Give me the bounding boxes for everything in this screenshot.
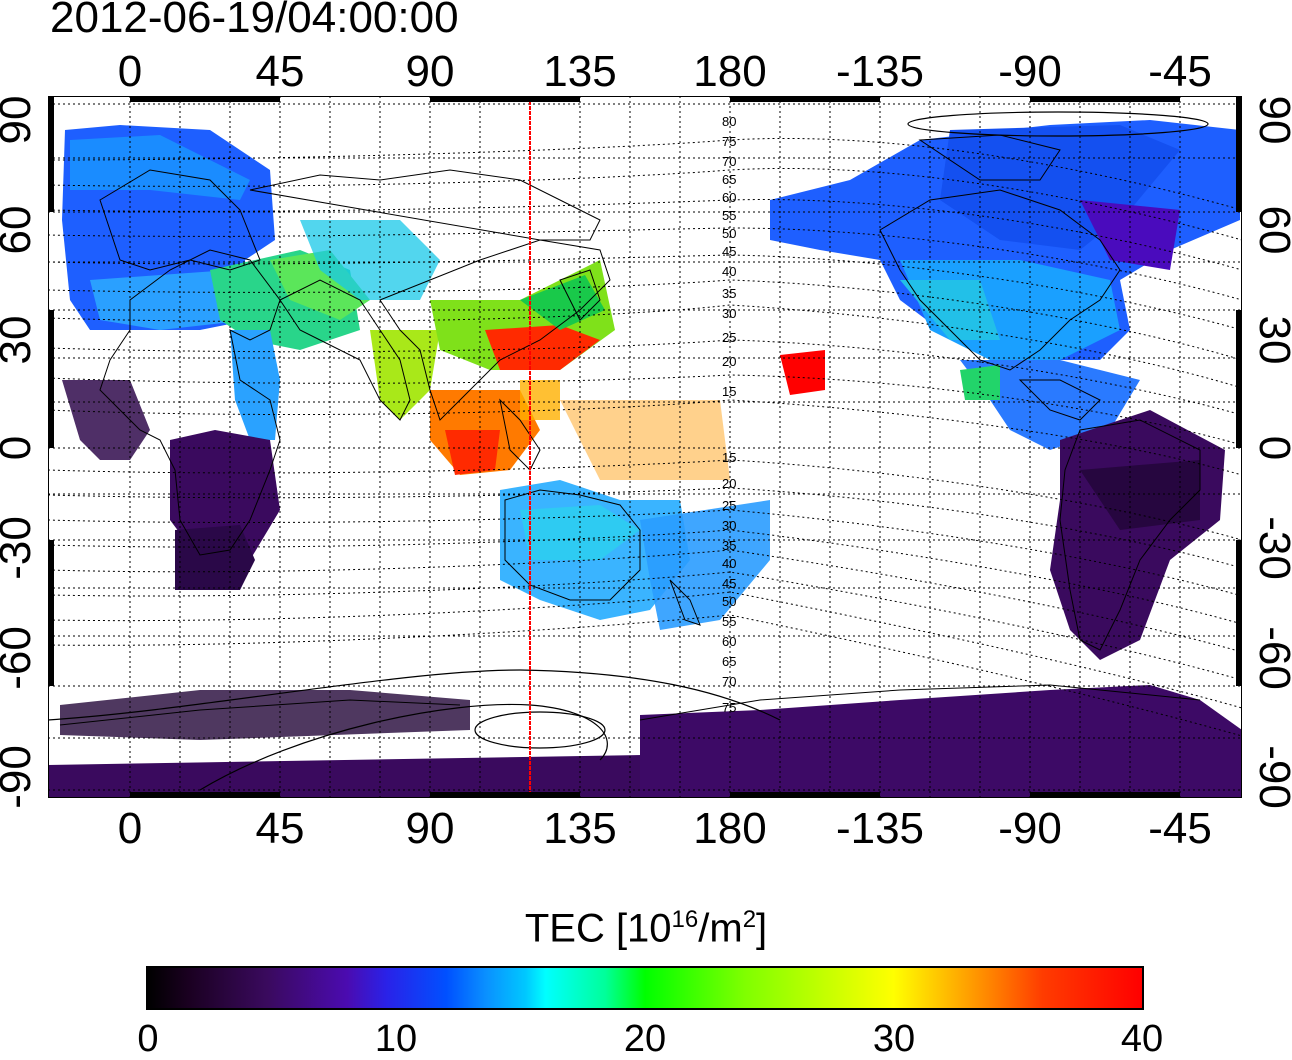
- top-tick-4: 180: [693, 47, 767, 96]
- contour-label: 55: [722, 208, 736, 223]
- contour-label: 60: [722, 190, 736, 205]
- contour-label: 30: [722, 306, 736, 321]
- graticule: [48, 96, 1242, 798]
- map-timestamp: 2012-06-19/04:00:00: [50, 0, 459, 42]
- contour-label: 40: [722, 264, 736, 279]
- frame-bars: [48, 96, 1242, 798]
- contour-label: 15: [722, 450, 736, 465]
- colorbar-label-30: 30: [872, 1018, 916, 1060]
- colorbar-label-40: 40: [1120, 1018, 1164, 1060]
- colorbar-label-0: 0: [137, 1018, 159, 1060]
- contour-label: 25: [722, 498, 736, 513]
- region-east-africa: [230, 330, 280, 440]
- right-tick-0: 90: [1250, 95, 1292, 145]
- contour-label: 45: [722, 244, 736, 259]
- left-tick-5: -60: [0, 626, 40, 690]
- right-tick-1: 60: [1250, 205, 1292, 255]
- region-south-africa: [170, 430, 280, 560]
- right-tick-6: -90: [1250, 745, 1292, 809]
- contour-label: 65: [722, 654, 736, 669]
- right-tick-4: -30: [1250, 516, 1292, 580]
- bottom-tick-1: 45: [255, 804, 305, 853]
- tec-data-regions: [48, 120, 1242, 798]
- colorbar-label-10: 10: [374, 1018, 418, 1060]
- bottom-tick-5: -135: [835, 804, 925, 853]
- contour-label: 80: [722, 114, 736, 129]
- contour-label: 50: [722, 594, 736, 609]
- bottom-tick-3: 135: [543, 804, 617, 853]
- contour-label: 70: [722, 154, 736, 169]
- contour-label: 30: [722, 518, 736, 533]
- top-tick-0: 0: [117, 47, 143, 96]
- tec-map: 80 75 70 65 60 55 50 45 40 35 30 25 20 15 15 20 25 30 35 40…: [48, 96, 1242, 798]
- left-tick-0: 90: [0, 95, 40, 145]
- contour-label: 60: [722, 634, 736, 649]
- colorbar-label-20: 20: [623, 1018, 667, 1060]
- contour-label: 50: [722, 226, 736, 241]
- contour-label: 65: [722, 172, 736, 187]
- left-tick-4: -30: [0, 516, 40, 580]
- solid-contours: [48, 111, 1209, 791]
- contour-label: 75: [722, 134, 736, 149]
- tec-colorbar: [146, 966, 1144, 1010]
- left-tick-2: 30: [0, 315, 40, 365]
- right-tick-3: 0: [1250, 418, 1292, 478]
- top-tick-1: 45: [255, 47, 305, 96]
- contour-label: 20: [722, 476, 736, 491]
- top-tick-7: -45: [1148, 47, 1212, 96]
- top-tick-6: -90: [998, 47, 1062, 96]
- bottom-tick-2: 90: [405, 804, 455, 853]
- contour-lines: [48, 137, 1242, 737]
- bottom-tick-6: -90: [998, 804, 1062, 853]
- contour-label: 20: [722, 354, 736, 369]
- top-tick-3: 135: [543, 47, 617, 96]
- contour-label: 15: [722, 384, 736, 399]
- contour-label: 75: [722, 700, 736, 715]
- right-tick-2: 30: [1250, 315, 1292, 365]
- contour-label: 45: [722, 576, 736, 591]
- contour-label: 25: [722, 330, 736, 345]
- contour-label: 55: [722, 614, 736, 629]
- top-tick-5: -135: [835, 47, 925, 96]
- contour-label: 35: [722, 538, 736, 553]
- contour-labels: 80 75 70 65 60 55 50 45 40 35 30 25 20 15 15 20 25 30 35 40…: [722, 114, 736, 715]
- left-tick-1: 60: [0, 205, 40, 255]
- region-hawaii: [780, 350, 825, 395]
- left-tick-3: 0: [0, 418, 40, 478]
- region-india: [370, 330, 440, 420]
- bottom-tick-7: -45: [1148, 804, 1212, 853]
- colorbar-title: TEC [1016/m2]: [524, 906, 768, 951]
- contour-label: 40: [722, 556, 736, 571]
- contour-label: 35: [722, 286, 736, 301]
- coastlines: [59, 134, 1201, 726]
- contour-label: 70: [722, 674, 736, 689]
- bottom-tick-4: 180: [693, 804, 767, 853]
- bottom-tick-0: 0: [117, 804, 143, 853]
- left-tick-6: -90: [0, 745, 40, 809]
- top-tick-2: 90: [405, 47, 455, 96]
- right-tick-5: -60: [1250, 626, 1292, 690]
